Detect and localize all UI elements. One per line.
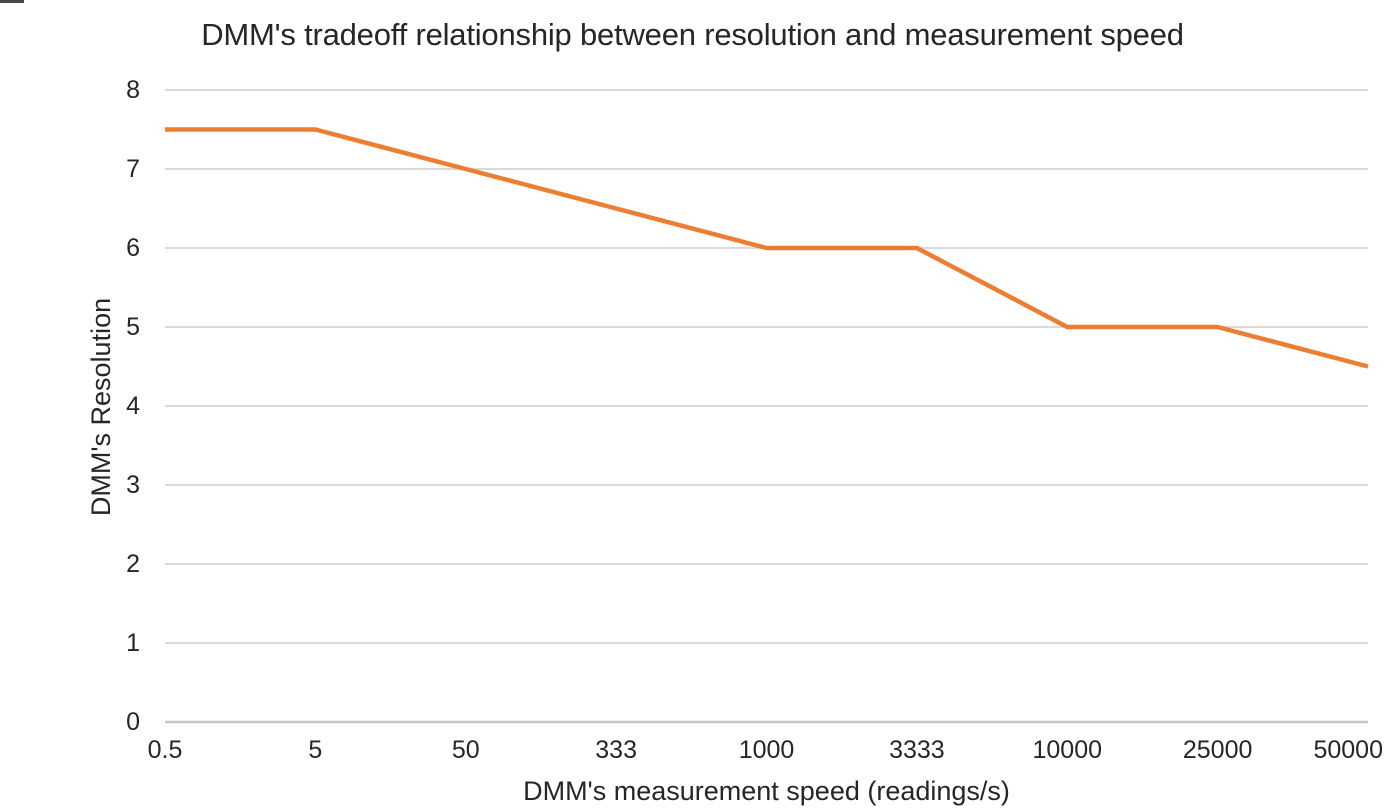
y-tick-label: 7 [126,155,140,183]
x-axis-title: DMM's measurement speed (readings/s) [523,776,1010,806]
y-tick-label: 6 [126,234,140,262]
x-tick-label: 50000 [1313,736,1383,764]
resolution-vs-speed-line [165,127,1369,369]
x-tick-label: 333 [595,736,637,764]
y-tick-label: 1 [126,629,140,657]
x-tick-label: 50 [451,736,480,764]
y-tick-label: 8 [126,76,140,104]
y-tick-label: 4 [126,392,140,420]
x-tick-label: 1000 [738,736,795,764]
x-tick-label: 3333 [889,736,945,764]
y-tick-label: 0 [126,708,140,736]
chart-title: DMM's tradeoff relationship between reso… [201,17,1184,52]
x-tick-label: 5 [308,736,323,764]
screenshot-edge-artifact [0,0,24,3]
y-tick-label: 5 [126,313,140,341]
y-tick-label: 2 [126,550,140,578]
x-tick-label: 0.5 [147,736,183,764]
x-tick-label: 25000 [1182,736,1253,764]
x-tick-label: 10000 [1032,736,1103,764]
y-tick-label: 3 [126,471,140,499]
